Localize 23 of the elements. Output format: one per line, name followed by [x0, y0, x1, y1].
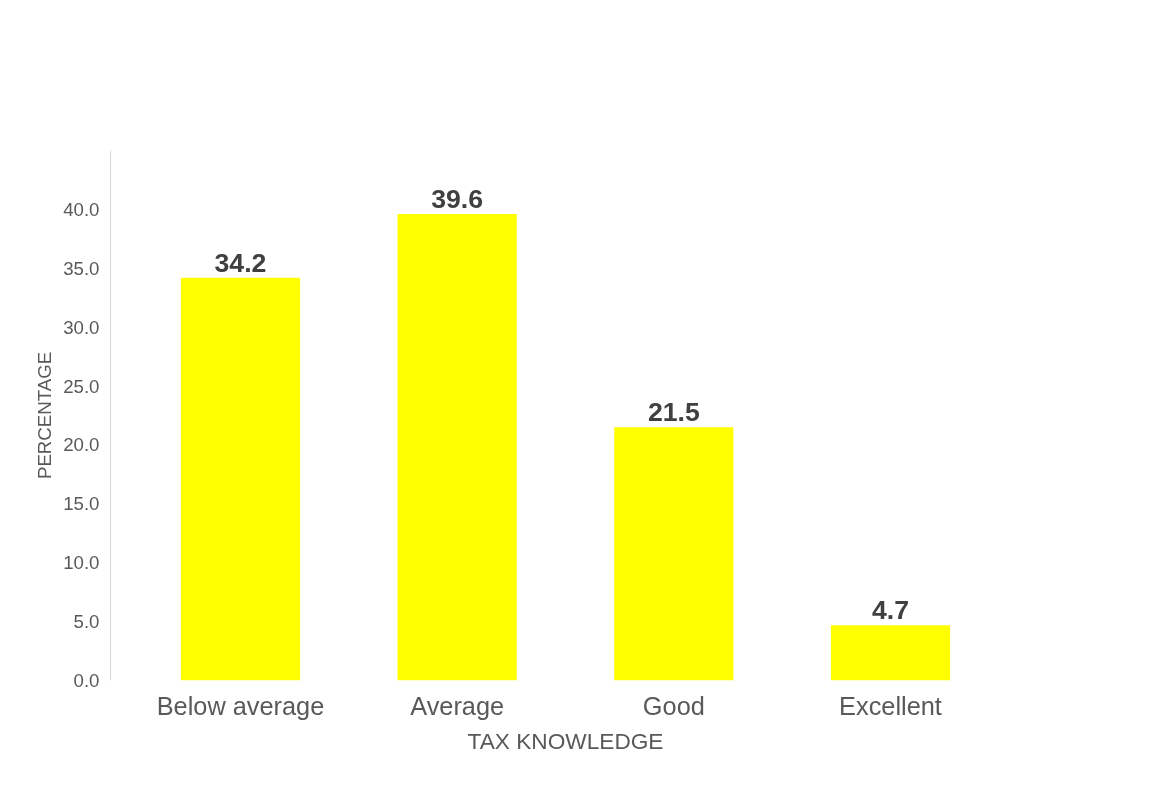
y-tick-label: 0.0 [73, 670, 100, 691]
data-label: 39.6 [431, 184, 484, 215]
bar [614, 427, 734, 681]
y-tick-label: 15.0 [63, 493, 100, 515]
data-label: 34.2 [214, 247, 267, 278]
x-tick-label: Good [642, 691, 705, 720]
y-tick-label: 40.0 [63, 198, 100, 220]
bar [830, 625, 951, 681]
y-tick-label: 5.0 [73, 611, 100, 633]
y-tick-label: 35.0 [63, 257, 100, 279]
x-tick-label: Average [410, 691, 505, 720]
y-tick-label: 25.0 [63, 375, 100, 397]
x-tick-label: Excellent [839, 691, 942, 720]
y-axis-title: PERCENTAGE [34, 351, 56, 480]
x-axis-title: TAX KNOWLEDGE [467, 727, 664, 754]
bar [397, 214, 517, 681]
bar [180, 277, 301, 681]
y-tick-label: 30.0 [63, 316, 100, 338]
x-tick-label: Below average [156, 691, 325, 720]
y-tick-label: 20.0 [63, 434, 100, 456]
data-label: 21.5 [647, 397, 700, 428]
y-tick-label: 10.0 [63, 552, 100, 574]
data-label: 4.7 [871, 595, 910, 626]
